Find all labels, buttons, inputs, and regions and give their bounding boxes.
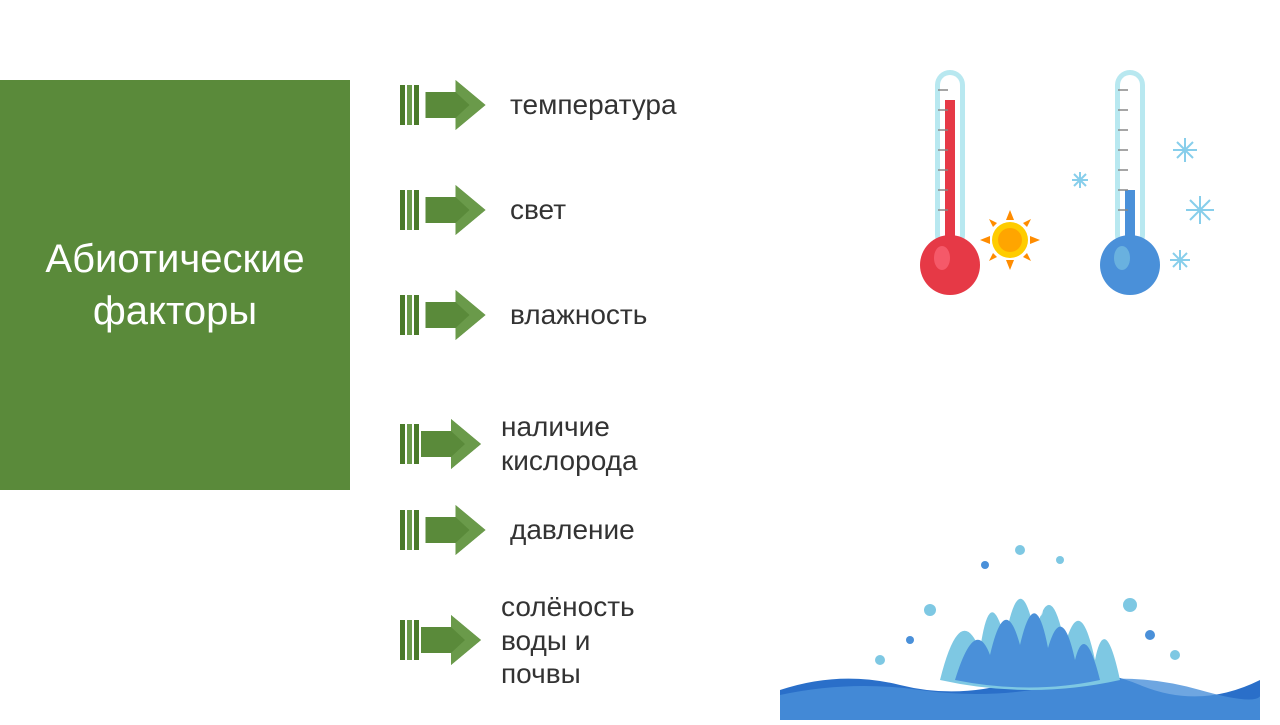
factor-item: давление: [400, 505, 635, 555]
factor-label: влажность: [510, 298, 647, 332]
page-title: Абиотические факторы: [20, 233, 330, 337]
factor-label: давление: [510, 513, 635, 547]
factor-label: свет: [510, 193, 566, 227]
arrow-icon: [400, 290, 490, 340]
arrow-icon: [400, 419, 481, 469]
thermometer-hot-icon: [920, 70, 980, 295]
factor-item: температура: [400, 80, 677, 130]
arrow-icon: [400, 185, 490, 235]
factor-label: наличие кислорода: [501, 410, 647, 477]
factor-item: наличие кислорода: [400, 410, 647, 477]
water-splash-illustration: [780, 520, 1260, 720]
thermometer-cold-icon: [1100, 70, 1160, 295]
title-block: Абиотические факторы: [0, 80, 350, 490]
factor-label: солёность воды и почвы: [501, 590, 644, 691]
factor-item: солёность воды и почвы: [400, 590, 644, 691]
arrow-icon: [400, 615, 481, 665]
factor-label: температура: [510, 88, 677, 122]
factor-item: влажность: [400, 290, 647, 340]
factor-item: свет: [400, 185, 566, 235]
arrow-icon: [400, 505, 490, 555]
sun-icon: [980, 210, 1040, 270]
arrow-icon: [400, 80, 490, 130]
thermometers-illustration: [860, 60, 1240, 320]
